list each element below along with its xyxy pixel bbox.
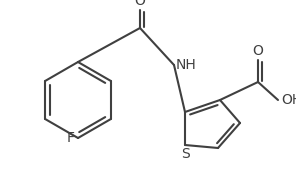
Text: OH: OH — [281, 93, 296, 107]
Text: S: S — [181, 147, 189, 161]
Text: O: O — [252, 44, 263, 58]
Text: O: O — [135, 0, 145, 8]
Text: NH: NH — [176, 58, 197, 72]
Text: F: F — [67, 131, 75, 145]
